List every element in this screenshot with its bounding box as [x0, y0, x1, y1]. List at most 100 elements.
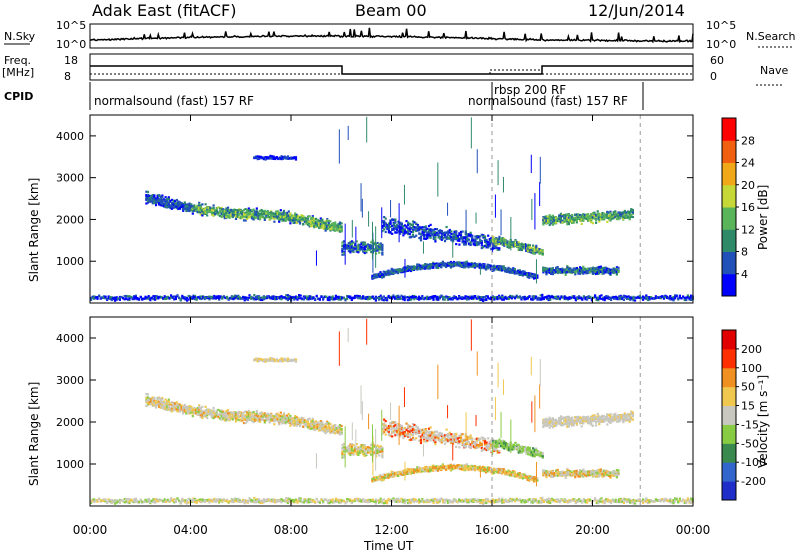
power-cell — [142, 297, 145, 300]
power-cell — [418, 237, 421, 240]
power-cell — [186, 205, 190, 208]
power-cell — [410, 230, 413, 234]
power-cell — [269, 156, 272, 159]
power-cell — [329, 223, 332, 226]
power-cell — [317, 297, 320, 300]
power-cell — [437, 236, 440, 239]
power-cell — [590, 267, 593, 270]
power-cell — [574, 267, 577, 270]
power-cell — [590, 221, 593, 224]
power-cell — [545, 271, 548, 274]
power-cell — [458, 296, 461, 299]
power-cell — [511, 243, 514, 246]
power-cell — [504, 267, 507, 270]
power-cell — [150, 297, 153, 300]
power-cell — [394, 231, 397, 234]
power-cell — [427, 263, 430, 266]
power-cell — [559, 212, 562, 215]
power-cell — [548, 214, 551, 217]
power-cell — [415, 222, 418, 225]
power-cell — [579, 266, 582, 269]
power-cell — [440, 263, 443, 266]
power-cell — [411, 266, 414, 269]
power-cell — [363, 296, 366, 299]
power-cell — [123, 295, 126, 298]
power-cell — [419, 239, 423, 242]
cpid-label: CPID — [4, 90, 33, 103]
power-cell — [550, 268, 553, 272]
power-cell — [520, 242, 523, 245]
power-cell — [332, 222, 335, 225]
power-cell — [427, 297, 430, 300]
power-cell — [382, 299, 385, 302]
power-cell — [231, 209, 234, 212]
power-cell — [312, 297, 315, 300]
power-cell — [282, 157, 285, 160]
power-cell — [231, 213, 234, 216]
power-cell — [285, 297, 288, 300]
power-cell — [262, 156, 266, 159]
power-cell — [228, 215, 231, 218]
power-cell — [175, 207, 178, 210]
power-cell — [410, 235, 413, 238]
power-cell — [199, 204, 202, 207]
power-cell — [159, 195, 162, 198]
power-cell — [201, 212, 204, 215]
power-cell — [555, 219, 558, 222]
power-cell — [395, 268, 398, 271]
power-cell — [354, 295, 357, 298]
power-cell — [363, 241, 366, 244]
power-cell — [310, 222, 313, 225]
power-cell — [470, 263, 473, 266]
power-cell — [490, 242, 493, 245]
power-cell — [206, 206, 209, 209]
power-cell — [441, 263, 444, 266]
power-cell — [609, 272, 612, 275]
power-cell — [339, 295, 342, 299]
power-cell — [455, 243, 458, 246]
power-cell — [246, 297, 249, 300]
power-cell — [571, 221, 574, 224]
power-cell — [294, 214, 297, 217]
power-cell — [591, 217, 594, 220]
power-cell — [201, 209, 204, 212]
power-cell — [627, 212, 630, 215]
power-cell — [151, 198, 154, 201]
power-cell — [477, 263, 480, 266]
power-cell — [313, 224, 316, 227]
power-cell — [534, 276, 537, 279]
power-cell — [555, 268, 558, 271]
power-cell — [619, 216, 622, 219]
power-cell — [531, 274, 534, 277]
power-cell — [467, 238, 471, 241]
power-cell — [355, 249, 358, 252]
power-cell — [324, 221, 327, 225]
power-cell — [459, 297, 462, 300]
power-cell — [199, 209, 202, 212]
power-cell — [462, 266, 465, 269]
power-cell — [257, 211, 260, 214]
power-cell — [223, 210, 226, 213]
power-cell — [411, 230, 415, 233]
power-cell — [574, 219, 577, 222]
cpid-segment-2: rbsp 200 RF — [494, 83, 566, 97]
power-cell — [495, 240, 498, 243]
power-cell — [596, 210, 599, 213]
power-cell — [222, 212, 225, 215]
power-cell — [591, 267, 594, 270]
power-cell — [153, 199, 156, 202]
power-cell — [208, 295, 211, 298]
power-cell — [606, 214, 609, 218]
power-cell — [434, 233, 437, 236]
power-cell — [145, 196, 148, 199]
power-cell — [467, 298, 470, 301]
power-cell — [556, 219, 559, 223]
power-cell — [183, 201, 186, 204]
power-cell — [286, 211, 289, 214]
power-cell — [327, 227, 330, 230]
power-cell — [379, 275, 382, 278]
power-cell — [383, 228, 386, 231]
power-cell — [118, 295, 121, 299]
power-cell — [445, 237, 448, 241]
power-cell — [186, 207, 190, 210]
